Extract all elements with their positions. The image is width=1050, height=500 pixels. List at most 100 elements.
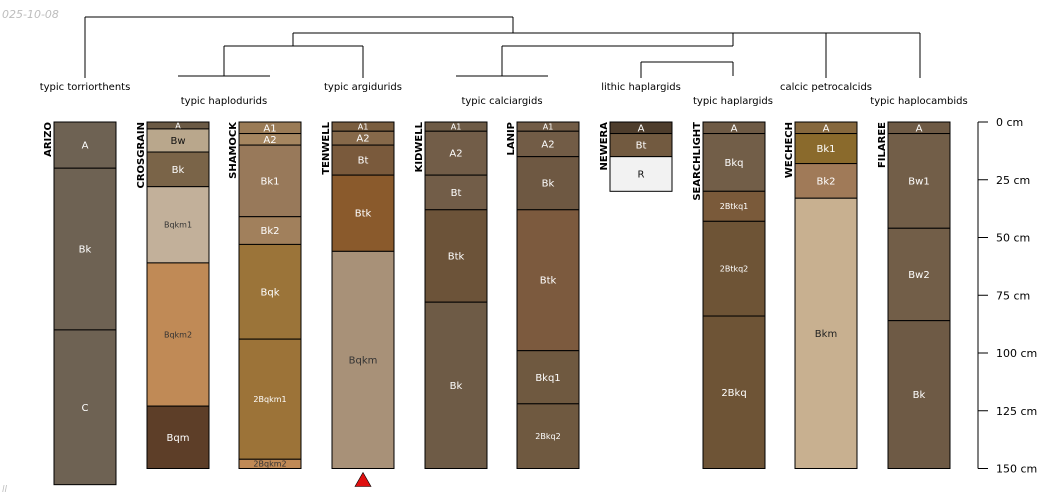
horizon-shamock-bk1 <box>238 144 302 218</box>
axis-tick-label: 0 cm <box>996 116 1023 129</box>
horizon-label: A2 <box>356 134 369 145</box>
horizon-label: A2 <box>263 135 276 146</box>
dendrogram <box>84 16 921 78</box>
truncation-marker-icon <box>354 471 372 487</box>
horizon-newera-r <box>609 156 673 192</box>
horizon-label: A2 <box>541 139 554 150</box>
horizon-tenwell-bt <box>331 144 395 176</box>
profile-wechech: A Bk1 Bk2 Bkm WECHECH <box>784 121 858 469</box>
horizon-wechech-bk2 <box>794 163 858 199</box>
profile-name-label: WECHECH <box>784 122 795 178</box>
horizon-label: A <box>638 123 645 134</box>
horizon-label: Bt <box>636 141 647 152</box>
horizon-label: Bw <box>170 136 185 147</box>
taxon-label: typic torriorthents <box>40 82 131 93</box>
horizon-kidwell-bk <box>424 301 488 469</box>
horizon-label: 2Btkq2 <box>720 264 749 273</box>
horizon-label: Bk <box>79 245 92 256</box>
horizon-label: A1 <box>358 122 369 131</box>
horizon-lanip-btk <box>516 209 580 352</box>
horizon-label: Btk <box>355 209 372 220</box>
profile-searchlight: A Bkq 2Btkq1 2Btkq2 2Bkq SEARCHLIGHT <box>692 121 766 470</box>
taxon-label: calcic petrocalcids <box>780 82 872 93</box>
profile-name-label: SEARCHLIGHT <box>692 122 703 201</box>
axis-tick-label: 75 cm <box>996 289 1030 302</box>
horizon-label: Bkq <box>725 158 744 169</box>
horizon-crosgrain-bqm <box>146 405 210 470</box>
horizon-label: 2Bqkm2 <box>253 460 286 469</box>
horizon-label: Bk <box>450 381 463 392</box>
taxon-label: typic haplargids <box>693 96 773 107</box>
profile-tenwell: A1 A2 Bt Btk Bqkm TENWELL <box>321 121 395 487</box>
profile-name-label: FILAREE <box>877 122 888 168</box>
profile-arizo: A Bk C ARIZO <box>43 121 117 486</box>
horizon-filaree-bk <box>887 320 951 469</box>
horizon-label: Bk2 <box>816 176 835 187</box>
horizon-label: Bk <box>172 165 185 176</box>
horizon-arizo-c <box>53 329 117 486</box>
profile-name-label: ARIZO <box>43 122 54 157</box>
horizon-label: Bqkm2 <box>164 330 192 339</box>
horizon-label: A1 <box>451 122 462 131</box>
horizon-label: Bk <box>542 179 555 190</box>
horizon-arizo-bk <box>53 167 117 331</box>
horizon-shamock-bqk <box>238 243 302 340</box>
horizon-label: Bqm <box>167 433 190 444</box>
horizon-label: Bqkm <box>349 355 378 366</box>
horizon-arizo-a <box>53 121 117 169</box>
horizon-label: Bkm <box>815 329 837 340</box>
taxon-label: typic haplodurids <box>181 96 267 107</box>
horizon-lanip-2bkq2 <box>516 403 580 470</box>
footer-text: ll <box>2 485 8 495</box>
profile-name-label: KIDWELL <box>414 121 425 172</box>
depth-axis: 0 cm 25 cm 50 cm 75 cm 100 cm 125 cm 150 cm <box>977 116 1037 476</box>
horizon-label: Bt <box>451 188 462 199</box>
horizon-label: Btk <box>540 276 557 287</box>
profile-filaree: A Bw1 Bw2 Bk FILAREE <box>877 121 951 469</box>
horizon-label: 2Bkq2 <box>535 432 560 441</box>
profile-name-label: CROSGRAIN <box>136 122 147 188</box>
horizon-label: Bqkm1 <box>164 221 192 230</box>
horizon-shamock-2bqkm1 <box>238 338 302 460</box>
horizon-searchlight-2bkq <box>702 315 766 470</box>
profile-newera: A Bt R NEWERA <box>599 121 673 192</box>
horizon-shamock-2bqkm2 <box>238 458 302 470</box>
horizon-label: A1 <box>263 123 276 134</box>
horizon-label: Bk1 <box>260 176 279 187</box>
taxon-label: typic haplocambids <box>870 96 967 107</box>
horizon-label: 2Bkq <box>721 388 746 399</box>
profile-name-label: LANIP <box>506 122 517 156</box>
profile-name-label: TENWELL <box>321 121 332 174</box>
horizon-tenwell-bqkm <box>331 250 395 469</box>
horizon-label: A2 <box>449 149 462 160</box>
profile-kidwell: A1 A2 Bt Btk Bk KIDWELL <box>414 121 488 469</box>
horizon-wechech-bk1 <box>794 133 858 165</box>
horizon-crosgrain-bqkm1 <box>146 186 210 264</box>
profile-name-label: SHAMOCK <box>228 121 239 179</box>
horizon-label: C <box>82 403 89 414</box>
taxon-label: typic calciargids <box>461 96 542 107</box>
horizon-label: Bk1 <box>816 144 835 155</box>
horizon-crosgrain-bqkm2 <box>146 262 210 407</box>
horizon-label: A <box>916 123 923 134</box>
horizon-label: Bk <box>913 390 926 401</box>
profile-name-label: NEWERA <box>599 122 610 171</box>
axis-tick-label: 125 cm <box>996 405 1037 418</box>
horizon-label: A <box>731 123 738 134</box>
horizon-wechech-bkm <box>794 197 858 469</box>
horizon-label: Bw1 <box>908 176 929 187</box>
horizon-label: Bk2 <box>260 226 279 237</box>
horizon-kidwell-a2 <box>424 130 488 176</box>
taxon-labels: typic torriorthents typic haplodurids typi… <box>40 82 968 107</box>
horizon-filaree-bw1 <box>887 133 951 229</box>
horizon-label: A <box>823 123 830 134</box>
horizon-searchlight-2btkq2 <box>702 220 766 317</box>
axis-tick-label: 25 cm <box>996 174 1030 187</box>
horizon-label: A <box>175 121 181 130</box>
horizon-kidwell-btk <box>424 209 488 303</box>
taxon-label: typic argidurids <box>324 82 402 93</box>
taxon-label: lithic haplargids <box>601 82 681 93</box>
